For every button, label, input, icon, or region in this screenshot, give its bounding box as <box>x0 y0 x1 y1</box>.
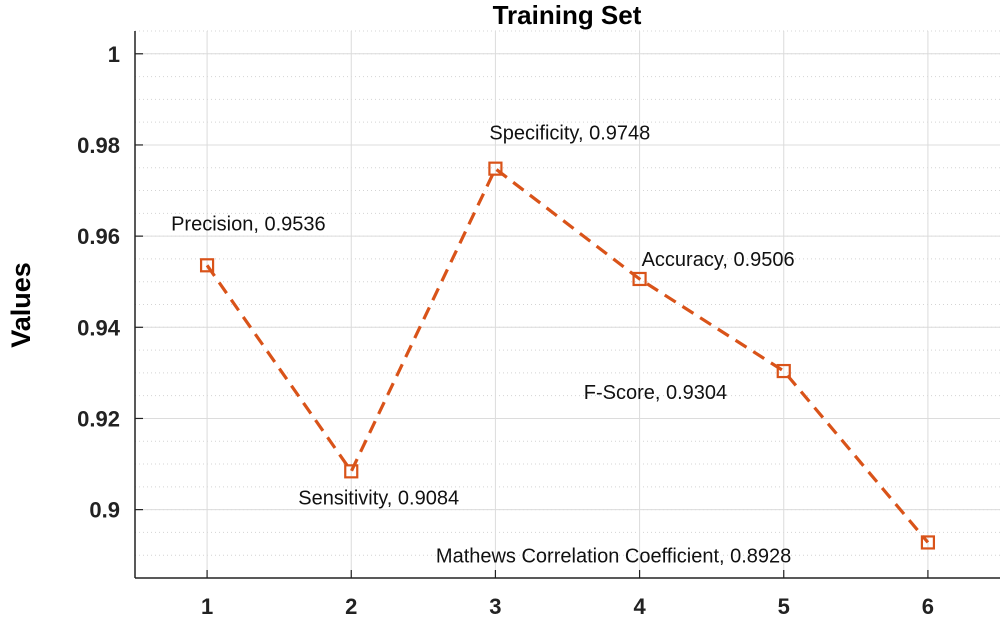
data-label: Specificity, 0.9748 <box>489 123 650 145</box>
plot-area: 1 2 3 4 5 6 0.9 0.92 0.94 0.96 0.98 1 Precision, 0.9… <box>77 31 1000 619</box>
y-tick-label: 0.9 <box>89 498 120 523</box>
x-tick-label: 3 <box>489 594 501 619</box>
x-tick-label: 5 <box>778 594 790 619</box>
chart-title: Training Set <box>493 0 642 30</box>
x-tick-label: 1 <box>201 594 213 619</box>
y-axis-label: Values <box>6 262 36 348</box>
data-label: Mathews Correlation Coefficient, 0.8928 <box>436 545 791 567</box>
y-tick-label: 0.98 <box>77 133 120 158</box>
y-tick-label: 0.94 <box>77 315 121 340</box>
y-tick-label: 0.96 <box>77 224 120 249</box>
data-label: Precision, 0.9536 <box>171 213 326 235</box>
x-tick-label: 6 <box>922 594 934 619</box>
x-tick-label: 4 <box>633 594 646 619</box>
data-label: Accuracy, 0.9506 <box>642 249 795 271</box>
data-label: Sensitivity, 0.9084 <box>298 487 459 509</box>
data-label: F-Score, 0.9304 <box>584 382 727 404</box>
training-set-line-chart: Training Set Values 1 2 3 4 5 6 0.9 0.92 0.94 0.9… <box>0 0 1005 619</box>
y-tick-label: 0.92 <box>77 406 120 431</box>
y-tick-label: 1 <box>108 42 120 67</box>
x-tick-label: 2 <box>345 594 357 619</box>
